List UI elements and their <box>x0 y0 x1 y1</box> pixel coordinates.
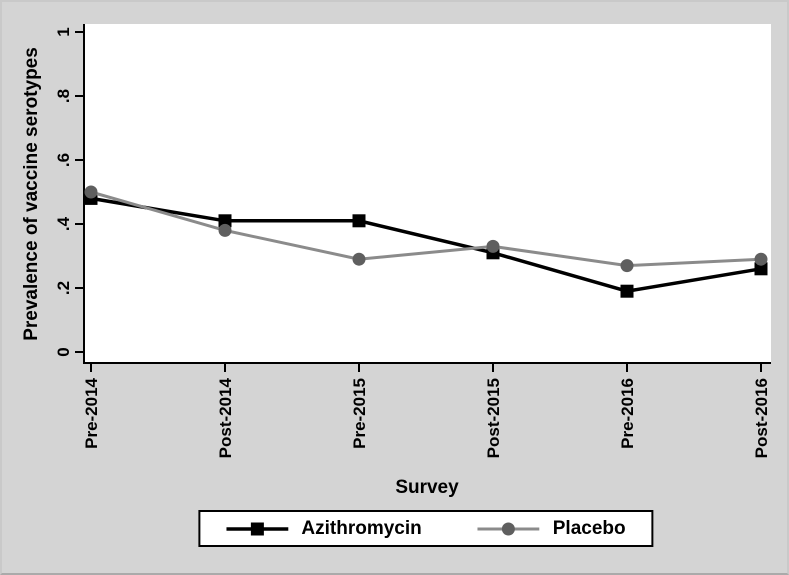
y-tick-label: .6 <box>54 153 73 167</box>
y-tick-label: 0 <box>54 347 73 356</box>
series-marker-placebo <box>620 259 634 273</box>
series-marker-azithromycin <box>352 214 366 228</box>
series-marker-azithromycin <box>218 214 232 228</box>
legend: Azithromycin Placebo <box>198 510 654 547</box>
series-marker-placebo <box>754 252 768 266</box>
x-tick-label: Pre-2016 <box>618 378 637 449</box>
series-line-azithromycin <box>90 196 762 293</box>
y-tick-label: 1 <box>54 27 73 36</box>
x-tick-label: Post-2016 <box>752 378 771 458</box>
legend-item-azithromycin: Azithromycin <box>226 517 422 540</box>
series-marker-azithromycin <box>620 284 634 298</box>
series-marker-azithromycin <box>754 262 768 276</box>
y-tick-label: .8 <box>54 89 73 103</box>
y-axis-title: Prevalence of vaccine serotypes <box>21 47 42 341</box>
legend-item-placebo: Placebo <box>477 517 626 540</box>
series-line-placebo <box>90 190 762 268</box>
azithromycin-line-symbol <box>226 522 289 535</box>
x-tick-label: Pre-2014 <box>82 377 101 448</box>
plot-area <box>83 24 771 364</box>
x-tick-label: Post-2014 <box>216 377 235 458</box>
legend-label-placebo: Placebo <box>552 517 626 539</box>
x-tick-label: Pre-2015 <box>350 378 369 449</box>
series-marker-placebo <box>486 239 500 253</box>
x-tick-label: Post-2015 <box>484 378 503 458</box>
y-tick-label: .2 <box>54 281 73 295</box>
series-marker-placebo <box>218 223 232 237</box>
placebo-line-symbol <box>477 522 540 535</box>
legend-label-azithromycin: Azithromycin <box>301 517 422 539</box>
series-marker-placebo <box>84 185 98 199</box>
y-tick-label: .4 <box>54 216 73 231</box>
x-axis-title: Survey <box>395 477 459 498</box>
series-marker-placebo <box>352 252 366 266</box>
